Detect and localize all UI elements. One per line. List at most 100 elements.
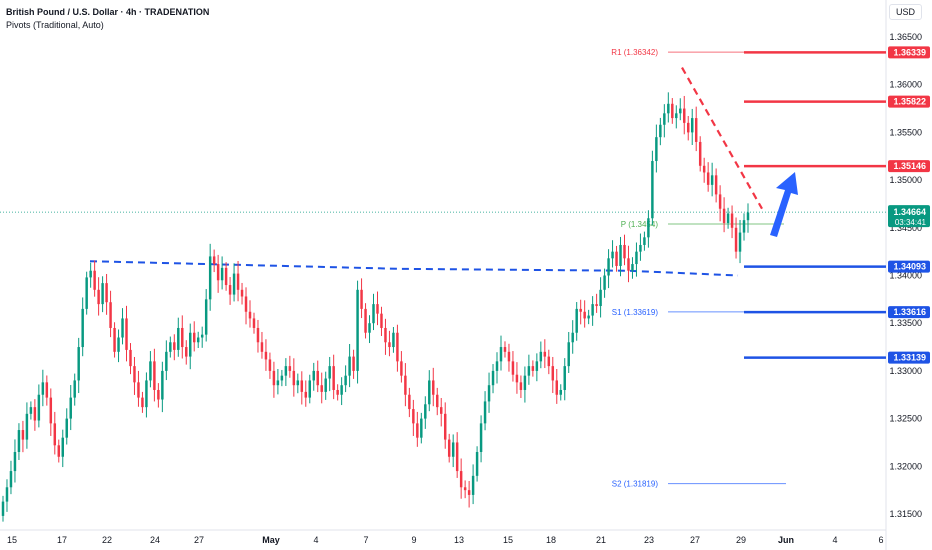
candle-body — [567, 342, 570, 367]
candle-body — [149, 361, 152, 381]
candle-body — [344, 375, 347, 386]
candle-body — [65, 418, 68, 438]
candle-body — [360, 289, 363, 309]
currency-label[interactable]: USD — [888, 4, 922, 20]
price-badge-label: 1.34664 — [893, 207, 926, 217]
price-badge — [888, 95, 930, 108]
candle-body — [380, 313, 383, 328]
price-badge — [888, 46, 930, 59]
candle-body — [145, 380, 148, 408]
candle-body — [141, 397, 144, 408]
candle-body — [416, 423, 419, 438]
candle-body — [312, 370, 315, 381]
x-tick-label: 15 — [503, 535, 513, 545]
candle-body — [25, 413, 29, 440]
candle-body — [603, 275, 606, 290]
candle-body — [9, 471, 13, 488]
candle-body — [161, 370, 164, 400]
candle-body — [683, 108, 686, 123]
candle-body — [690, 118, 694, 133]
x-tick-label: 4 — [832, 535, 837, 545]
candle-body — [93, 270, 96, 290]
candle-body — [392, 332, 395, 348]
candle-body — [483, 401, 487, 424]
y-tick-label: 1.33000 — [889, 366, 922, 376]
price-badge — [888, 351, 930, 364]
candle-body — [451, 442, 455, 457]
pivot-label: R1 (1.36342) — [611, 48, 658, 57]
candle-body — [224, 267, 228, 286]
candle-body — [33, 407, 37, 421]
candle-body — [659, 124, 662, 138]
candle-body — [388, 342, 391, 348]
candle-body — [619, 244, 622, 266]
candle-body — [571, 332, 574, 343]
candle-body — [276, 380, 280, 386]
x-tick-label: 21 — [596, 535, 606, 545]
candle-body — [320, 385, 323, 392]
symbol-title[interactable]: British Pound / U.S. Dollar · 4h · TRADE… — [6, 7, 210, 17]
candle-body — [169, 342, 172, 352]
x-tick-label: 18 — [546, 535, 556, 545]
candle-body — [734, 227, 738, 252]
candle-body — [436, 394, 439, 408]
candle-body — [157, 389, 160, 400]
candle-body — [412, 409, 415, 424]
candle-body — [300, 380, 304, 392]
candle-body — [714, 175, 718, 195]
candle-body — [587, 315, 590, 319]
candle-body — [192, 332, 196, 343]
candle-body — [475, 451, 479, 476]
x-tick-label: May — [262, 535, 280, 545]
candles — [1, 92, 750, 522]
candle-body — [563, 366, 566, 390]
candle-body — [471, 475, 475, 495]
x-tick-label: 17 — [57, 535, 67, 545]
pivot-label: S2 (1.31819) — [612, 480, 659, 489]
candle-body — [236, 273, 240, 290]
x-tick-label: 4 — [313, 535, 318, 545]
pivot-label: S1 (1.33619) — [612, 308, 659, 317]
candle-body — [61, 437, 64, 457]
candle-body — [196, 337, 200, 343]
candle-body — [535, 361, 539, 371]
candle-body — [244, 296, 248, 312]
candle-body — [85, 277, 88, 309]
candle-body — [272, 370, 276, 386]
candle-body — [268, 359, 272, 371]
candle-body — [216, 264, 220, 281]
indicator-label[interactable]: Pivots (Traditional, Auto) — [6, 20, 104, 30]
candle-body — [615, 251, 618, 266]
candle-body — [109, 302, 112, 328]
candle-body — [706, 172, 710, 185]
candle-body — [531, 366, 535, 371]
candle-body — [29, 407, 33, 414]
candle-body — [101, 283, 104, 305]
candle-body — [105, 283, 108, 303]
candle-body — [655, 137, 658, 162]
candle-body — [153, 361, 156, 390]
candle-body — [667, 103, 670, 114]
up-arrow — [770, 172, 798, 237]
candle-body — [316, 370, 319, 386]
candle-body — [232, 273, 236, 295]
candle-body — [45, 382, 49, 398]
x-tick-label: 27 — [690, 535, 700, 545]
price-badge-label: 1.33139 — [893, 353, 926, 363]
candle-body — [591, 304, 594, 316]
price-badge — [888, 260, 930, 273]
candle-body — [284, 366, 288, 376]
candle-body — [404, 375, 407, 395]
y-tick-label: 1.32000 — [889, 461, 922, 471]
x-tick-label: 24 — [150, 535, 160, 545]
candle-body — [440, 407, 443, 414]
candle-body — [742, 220, 746, 233]
candle-body — [687, 122, 690, 133]
candle-body — [49, 397, 53, 424]
candle-body — [547, 356, 551, 367]
candle-body — [491, 370, 495, 386]
candle-body — [651, 161, 654, 219]
candle-body — [543, 351, 547, 357]
candle-body — [555, 380, 559, 395]
